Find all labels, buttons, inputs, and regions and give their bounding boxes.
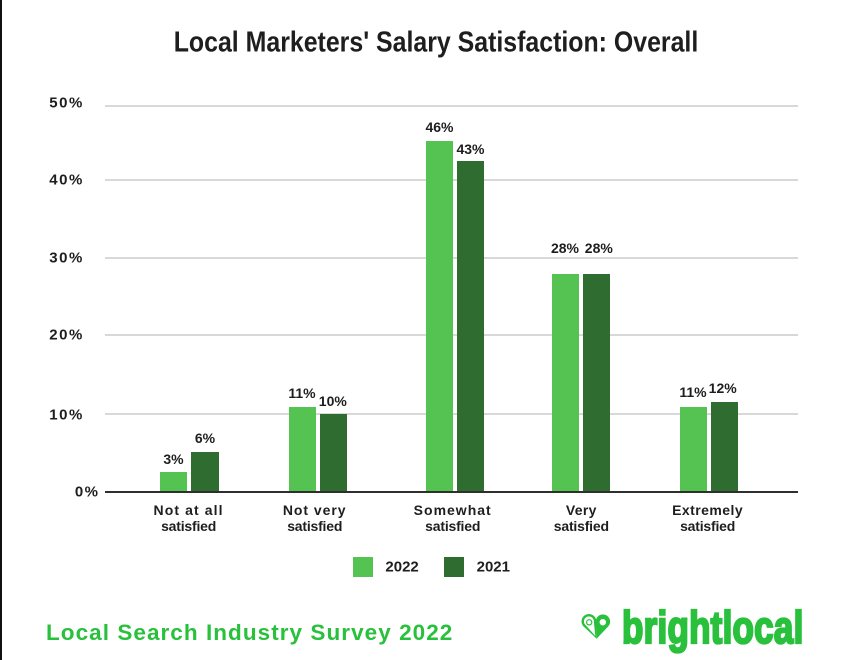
svg-text:brightlocal: brightlocal bbox=[622, 605, 804, 653]
